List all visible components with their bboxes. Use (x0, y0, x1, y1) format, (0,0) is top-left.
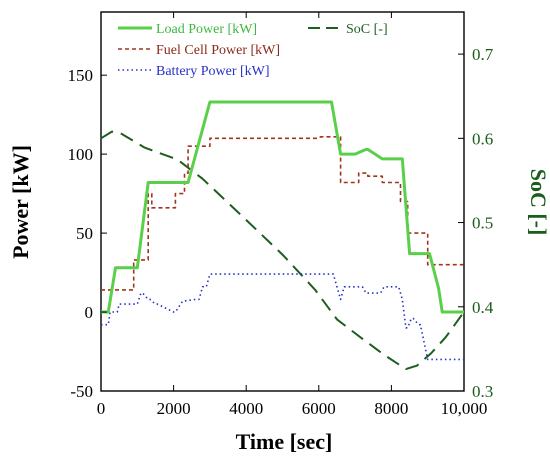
y-axis-label: Power [kW] (8, 145, 33, 259)
y-tick-label: 100 (68, 145, 94, 164)
legend-label-fuelcell: Fuel Cell Power [kW] (156, 43, 280, 58)
x-ticks: 0 2000 4000 6000 8000 10,000 (97, 12, 488, 418)
x-tick-label: 0 (97, 399, 106, 418)
legend-label-soc: SoC [-] (346, 22, 388, 37)
series-line-1 (101, 136, 464, 291)
legend: Load Power [kW] Fuel Cell Power [kW] Bat… (118, 22, 388, 79)
y-tick-label: -50 (70, 382, 93, 401)
x-tick-label: 2000 (157, 399, 191, 418)
plot-frame (100, 11, 465, 392)
legend-label-load: Load Power [kW] (156, 22, 257, 37)
y2-tick-label: 0.5 (472, 214, 493, 233)
y-ticks: -50 0 50 100 150 (68, 66, 107, 401)
y2-axis-label: SoC [-] (526, 169, 550, 236)
y2-tick-label: 0.7 (472, 45, 494, 64)
x-tick-label: 10,000 (441, 399, 488, 418)
series-line-2 (101, 273, 464, 361)
y-tick-label: 150 (68, 66, 94, 85)
y2-tick-label: 0.4 (472, 298, 494, 317)
x-tick-label: 8000 (374, 399, 408, 418)
y2-tick-label: 0.3 (472, 382, 493, 401)
x-tick-label: 4000 (229, 399, 263, 418)
x-tick-label: 6000 (302, 399, 336, 418)
y2-ticks: 0.3 0.4 0.5 0.6 0.7 (458, 45, 494, 401)
y2-tick-label: 0.6 (472, 129, 493, 148)
series-line-3 (100, 130, 465, 371)
series-line-0 (101, 100, 464, 314)
x-axis-label: Time [sec] (236, 429, 333, 454)
y-tick-label: 50 (76, 224, 93, 243)
series-layer (100, 100, 465, 371)
y-tick-label: 0 (85, 303, 94, 322)
legend-label-battery: Battery Power [kW] (156, 64, 270, 79)
